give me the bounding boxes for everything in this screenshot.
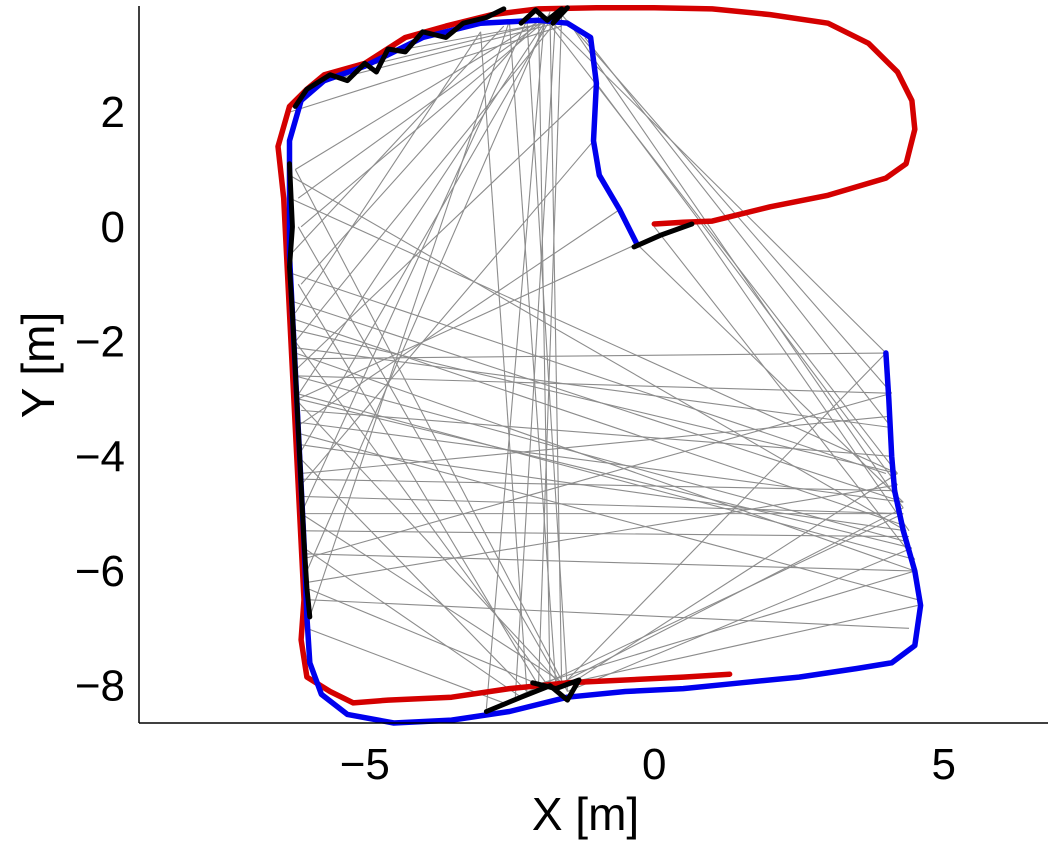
correspondence-line-44 [298,375,889,394]
correspondence-line-11 [294,31,482,314]
correspondence-line-15 [405,19,562,50]
correspondence-line-66 [295,352,916,572]
x-tick-label-1: 0 [642,740,666,789]
x-tick-label-2: 5 [932,740,956,789]
correspondence-line-34 [549,19,887,354]
correspondence-line-1 [297,19,545,199]
y-tick-label-1: −6 [75,547,125,596]
correspondence-line-73 [491,513,904,710]
trajectory-series [275,4,924,726]
correspondence-line-70 [549,507,904,690]
correspondence-line-20 [294,398,563,687]
correspondence-line-64 [300,392,892,561]
correspondence-line-51 [301,444,907,532]
correspondence-line-45 [292,346,892,429]
correspondence-line-4 [294,14,563,342]
correspondence-line-69 [567,473,898,687]
x-axis-label: X [m] [532,788,639,840]
correspondence-line-33 [480,31,528,692]
correspondence-line-58 [289,197,898,474]
correspondence-line-3 [300,19,539,285]
correspondence-line-62 [295,421,904,503]
correspondence-line-21 [297,455,528,692]
correspondence-line-28 [514,11,557,698]
correspondence-line-59 [289,174,907,532]
correspondence-line-25 [306,627,504,704]
correspondence-line-12 [289,25,562,113]
correspondence-line-0 [295,14,551,170]
correspondence-line-78 [300,140,594,486]
correspondence-line-7 [300,20,528,514]
correspondence-line-57 [289,272,887,475]
correspondence-line-27 [537,14,551,689]
correspondence-line-60 [301,415,892,475]
correspondence-line-43 [295,352,886,360]
correspondence-line-38 [584,37,893,428]
trajectory-series-2 [287,161,313,620]
correspondence-line-14 [364,19,556,67]
y-axis-label: Y [m] [12,312,64,419]
correspondence-line-37 [566,20,904,509]
y-tick-label-4: 0 [101,203,125,252]
correspondence-line-26 [549,20,563,686]
trajectory-series-6 [483,677,582,714]
correspondence-line-54 [303,553,915,572]
x-tick-label-0: −5 [340,740,390,789]
trajectory-series-5 [631,221,695,250]
trajectory-series-4 [518,5,570,26]
correspondence-line-24 [306,587,557,692]
correspondence-line-65 [306,484,898,584]
correspondence-line-52 [304,530,910,538]
tick-labels: −5 0 5 −8 −6 −4 −2 0 2 [75,88,956,789]
correspondence-line-56 [306,599,910,629]
y-tick-label-2: −4 [75,432,125,481]
correspondence-line-61 [301,495,904,515]
correspondence-line-79 [297,243,638,400]
correspondence-line-13 [318,19,568,84]
trajectory-series-1 [286,17,924,726]
correspondence-line-31 [537,14,563,686]
correspondence-line-22 [300,513,568,687]
trajectory-series-3 [292,6,507,109]
correspondence-line-49 [292,300,904,503]
y-tick-label-5: 2 [101,88,125,137]
correspondence-line-77 [295,209,620,429]
correspondence-line-5 [294,22,545,400]
correspondence-line-6 [297,14,554,457]
correspondence-line-76 [294,83,597,371]
correspondence-lines [289,11,918,710]
correspondence-line-40 [694,220,910,532]
correspondence-line-41 [636,243,904,503]
correspondence-line-72 [532,570,915,687]
correspondence-line-74 [561,352,887,687]
correspondence-line-42 [653,226,916,560]
correspondence-line-53 [295,392,915,561]
correspondence-line-71 [567,547,913,692]
correspondence-line-8 [306,11,551,572]
correspondence-line-55 [298,432,918,601]
y-tick-label-0: −8 [75,662,125,711]
correspondence-line-36 [543,17,898,474]
correspondence-line-16 [294,169,568,692]
correspondence-line-67 [292,318,904,526]
axes [138,6,1048,724]
y-tick-label-3: −2 [75,318,125,367]
correspondence-line-30 [485,20,545,709]
correspondence-line-68 [295,375,910,543]
correspondence-line-75 [555,604,918,687]
correspondence-line-48 [301,478,898,492]
correspondence-line-9 [309,20,511,618]
correspondence-line-10 [289,25,505,256]
correspondence-line-39 [595,83,898,486]
correspondence-line-23 [303,547,522,698]
